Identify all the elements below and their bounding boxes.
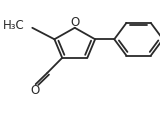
- Text: H₃C: H₃C: [2, 19, 24, 32]
- Text: O: O: [30, 83, 40, 96]
- Text: O: O: [70, 16, 79, 29]
